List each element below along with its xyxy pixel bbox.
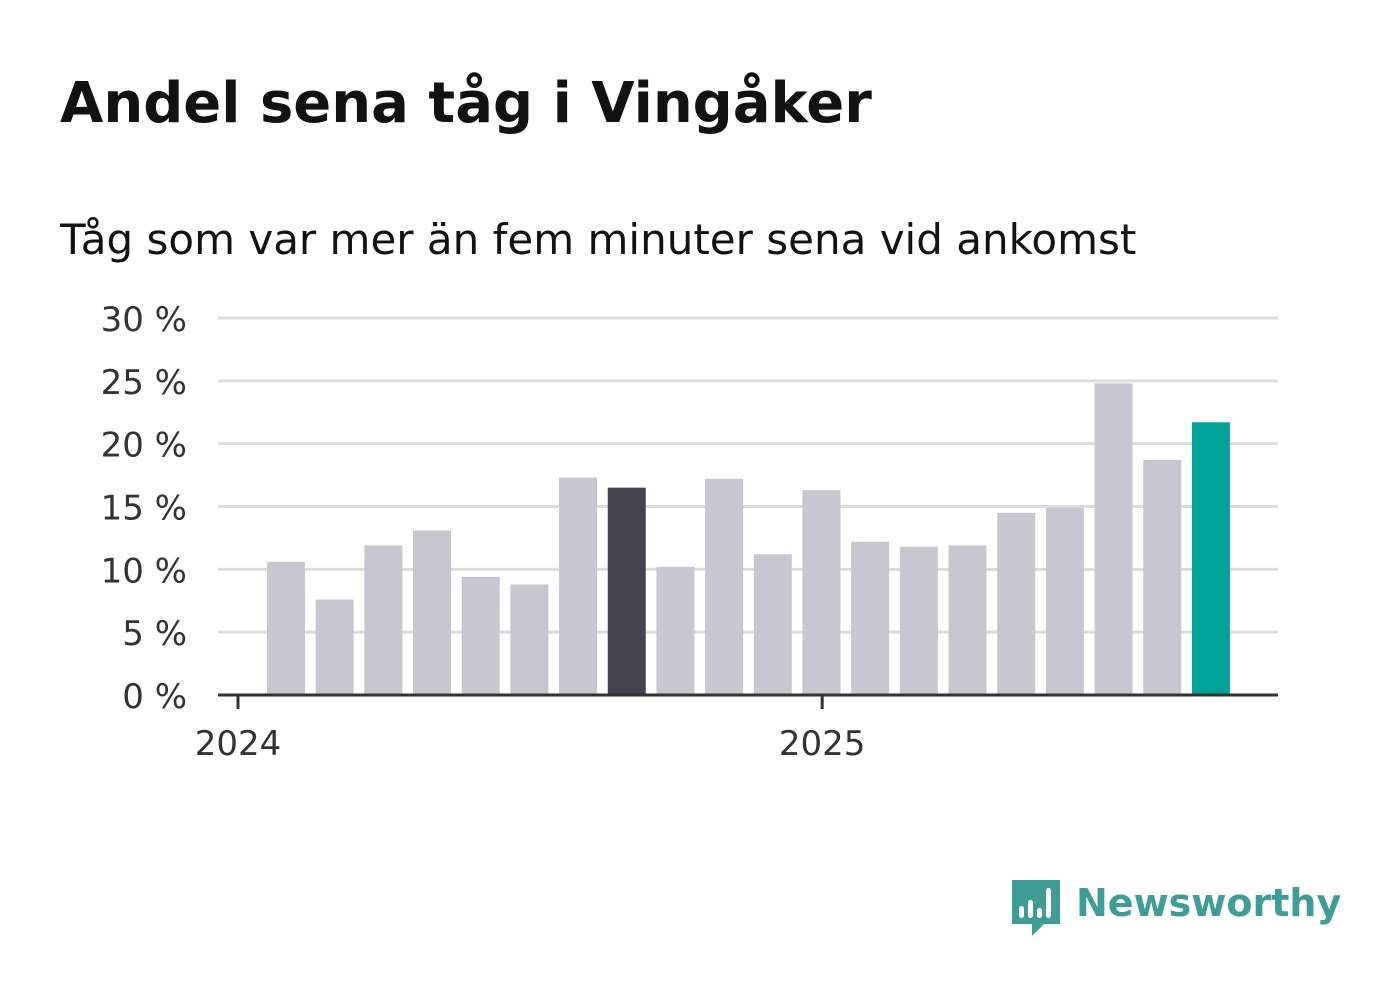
y-tick-label: 5 % [122,614,187,654]
bars [267,383,1230,695]
bar [656,566,695,695]
newsworthy-logo-icon [1012,880,1060,936]
bar [364,545,403,695]
y-tick-label: 20 % [101,426,187,466]
newsworthy-logo: Newsworthy [1010,878,1341,940]
bar [997,512,1036,695]
bar [461,576,500,695]
x-tick-label: 2025 [779,724,866,764]
x-axis-tick-labels: 2024 2025 [195,695,866,764]
chart-title: Andel sena tåg i Vingåker [60,71,872,136]
y-tick-label: 25 % [101,363,187,403]
bar [802,490,841,695]
bar [559,477,598,695]
y-axis-tick-labels: 0 % 5 % 10 % 15 % 20 % 25 % 30 % [101,300,187,717]
bar [1143,460,1182,695]
y-tick-label: 10 % [101,551,187,591]
bar [607,487,646,695]
bar [267,561,305,695]
y-tick-label: 30 % [101,300,187,340]
y-tick-label: 15 % [101,489,187,529]
chart-subtitle: Tåg som var mer än fem minuter sena vid … [60,215,1137,264]
bar [1191,422,1230,695]
bar [899,546,938,695]
bar [1094,383,1133,695]
bar [1045,507,1084,695]
bar [851,541,890,695]
bar [510,584,549,695]
bar [948,545,987,695]
bar [753,554,792,695]
y-tick-label: 0 % [122,677,187,717]
bar [705,478,744,695]
bar [315,599,354,695]
newsworthy-logo-text: Newsworthy [1076,881,1342,925]
x-tick-label: 2024 [195,724,282,764]
bar [413,530,452,695]
